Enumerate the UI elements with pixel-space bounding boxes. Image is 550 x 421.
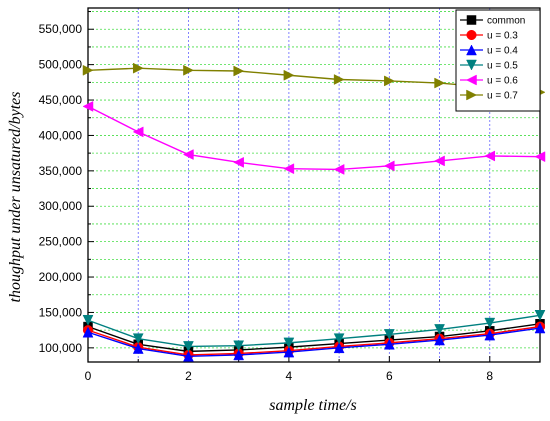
legend-entry: u = 0.3 <box>460 29 518 42</box>
data-point <box>233 340 245 352</box>
y-tick-label: 300,000 <box>39 199 83 213</box>
legend: common u = 0.3 u = 0.4 u = 0.5 u = 0.6 u = 0.… <box>455 9 541 112</box>
data-point <box>82 101 94 112</box>
y-tick-label: 150,000 <box>39 305 83 319</box>
data-point <box>233 156 244 168</box>
y-tick-label: 100,000 <box>39 341 83 355</box>
legend-marker <box>465 74 477 86</box>
data-point <box>283 163 295 175</box>
data-point <box>384 75 395 87</box>
series-line <box>87 314 541 348</box>
data-point <box>233 349 245 361</box>
legend-label: u = 0.3 <box>487 31 518 42</box>
legend-marker <box>466 15 477 25</box>
y-tick-label: 200,000 <box>39 270 83 284</box>
data-point <box>434 77 446 89</box>
legend-entry: common <box>460 15 525 27</box>
x-tick-label: 0 <box>85 369 92 383</box>
data-point <box>534 322 546 334</box>
data-point <box>383 329 395 340</box>
data-point <box>132 333 144 345</box>
y-tick-label: 500,000 <box>39 58 83 72</box>
data-point <box>434 334 445 346</box>
data-point <box>183 350 194 362</box>
data-point <box>82 326 94 338</box>
data-point <box>383 160 395 172</box>
legend-entry: u = 0.6 <box>460 74 518 87</box>
legend-marker <box>466 59 477 71</box>
y-tick-label: 250,000 <box>39 235 83 249</box>
legend-entry: u = 0.5 <box>460 59 518 72</box>
data-point <box>132 62 144 74</box>
data-point <box>183 341 194 352</box>
data-point <box>132 126 144 138</box>
series-line <box>87 323 541 353</box>
series-layer <box>82 62 546 362</box>
data-point <box>333 164 345 175</box>
y-tick-label: 550,000 <box>39 22 83 36</box>
data-point <box>484 329 496 341</box>
data-point <box>434 324 445 335</box>
data-point <box>333 342 345 354</box>
y-tick-label: 350,000 <box>39 164 83 178</box>
series-4 <box>82 310 546 352</box>
series-5 <box>82 101 546 175</box>
legend-label: u = 0.5 <box>487 61 518 72</box>
legend-label: common <box>487 16 525 27</box>
x-tick-label: 4 <box>286 369 293 383</box>
x-axis-label: sample time/s <box>269 397 357 414</box>
data-point <box>82 314 94 326</box>
data-point <box>283 337 295 349</box>
legend-label: u = 0.4 <box>487 46 518 57</box>
legend-marker <box>466 89 478 101</box>
x-tick-label: 6 <box>386 369 393 383</box>
data-point <box>183 64 195 76</box>
series-line <box>87 327 541 358</box>
x-tick-label: 8 <box>486 369 493 383</box>
data-point <box>132 342 144 354</box>
data-point <box>333 333 345 345</box>
data-point <box>433 155 445 167</box>
legend-marker <box>466 44 477 56</box>
y-tick-label: 450,000 <box>39 93 83 107</box>
legend-label: u = 0.6 <box>487 76 518 87</box>
series-3 <box>82 322 546 362</box>
x-tick-label: 2 <box>185 369 192 383</box>
series-line <box>87 325 541 356</box>
legend-label: u = 0.7 <box>487 91 518 102</box>
data-point <box>534 310 546 321</box>
legend-entry: u = 0.7 <box>460 89 518 102</box>
axes-layer: 0 2 4 6 8 100,000 150,000 200,000 250,000 300,000… <box>39 11 541 383</box>
data-point <box>534 151 546 163</box>
data-point <box>283 346 295 358</box>
series-line <box>87 105 541 171</box>
data-point <box>484 150 496 162</box>
data-point <box>233 65 245 77</box>
data-point <box>484 317 496 329</box>
data-point <box>283 69 295 81</box>
data-point <box>182 149 194 160</box>
legend-marker <box>466 29 477 41</box>
data-point <box>383 338 395 350</box>
y-axis-label: thoughput under unsatured/bytes <box>7 92 24 303</box>
plot-frame <box>87 7 541 363</box>
data-point <box>333 74 345 85</box>
y-tick-label: 400,000 <box>39 128 83 142</box>
legend-entry: u = 0.4 <box>460 44 518 57</box>
data-point <box>82 64 94 76</box>
